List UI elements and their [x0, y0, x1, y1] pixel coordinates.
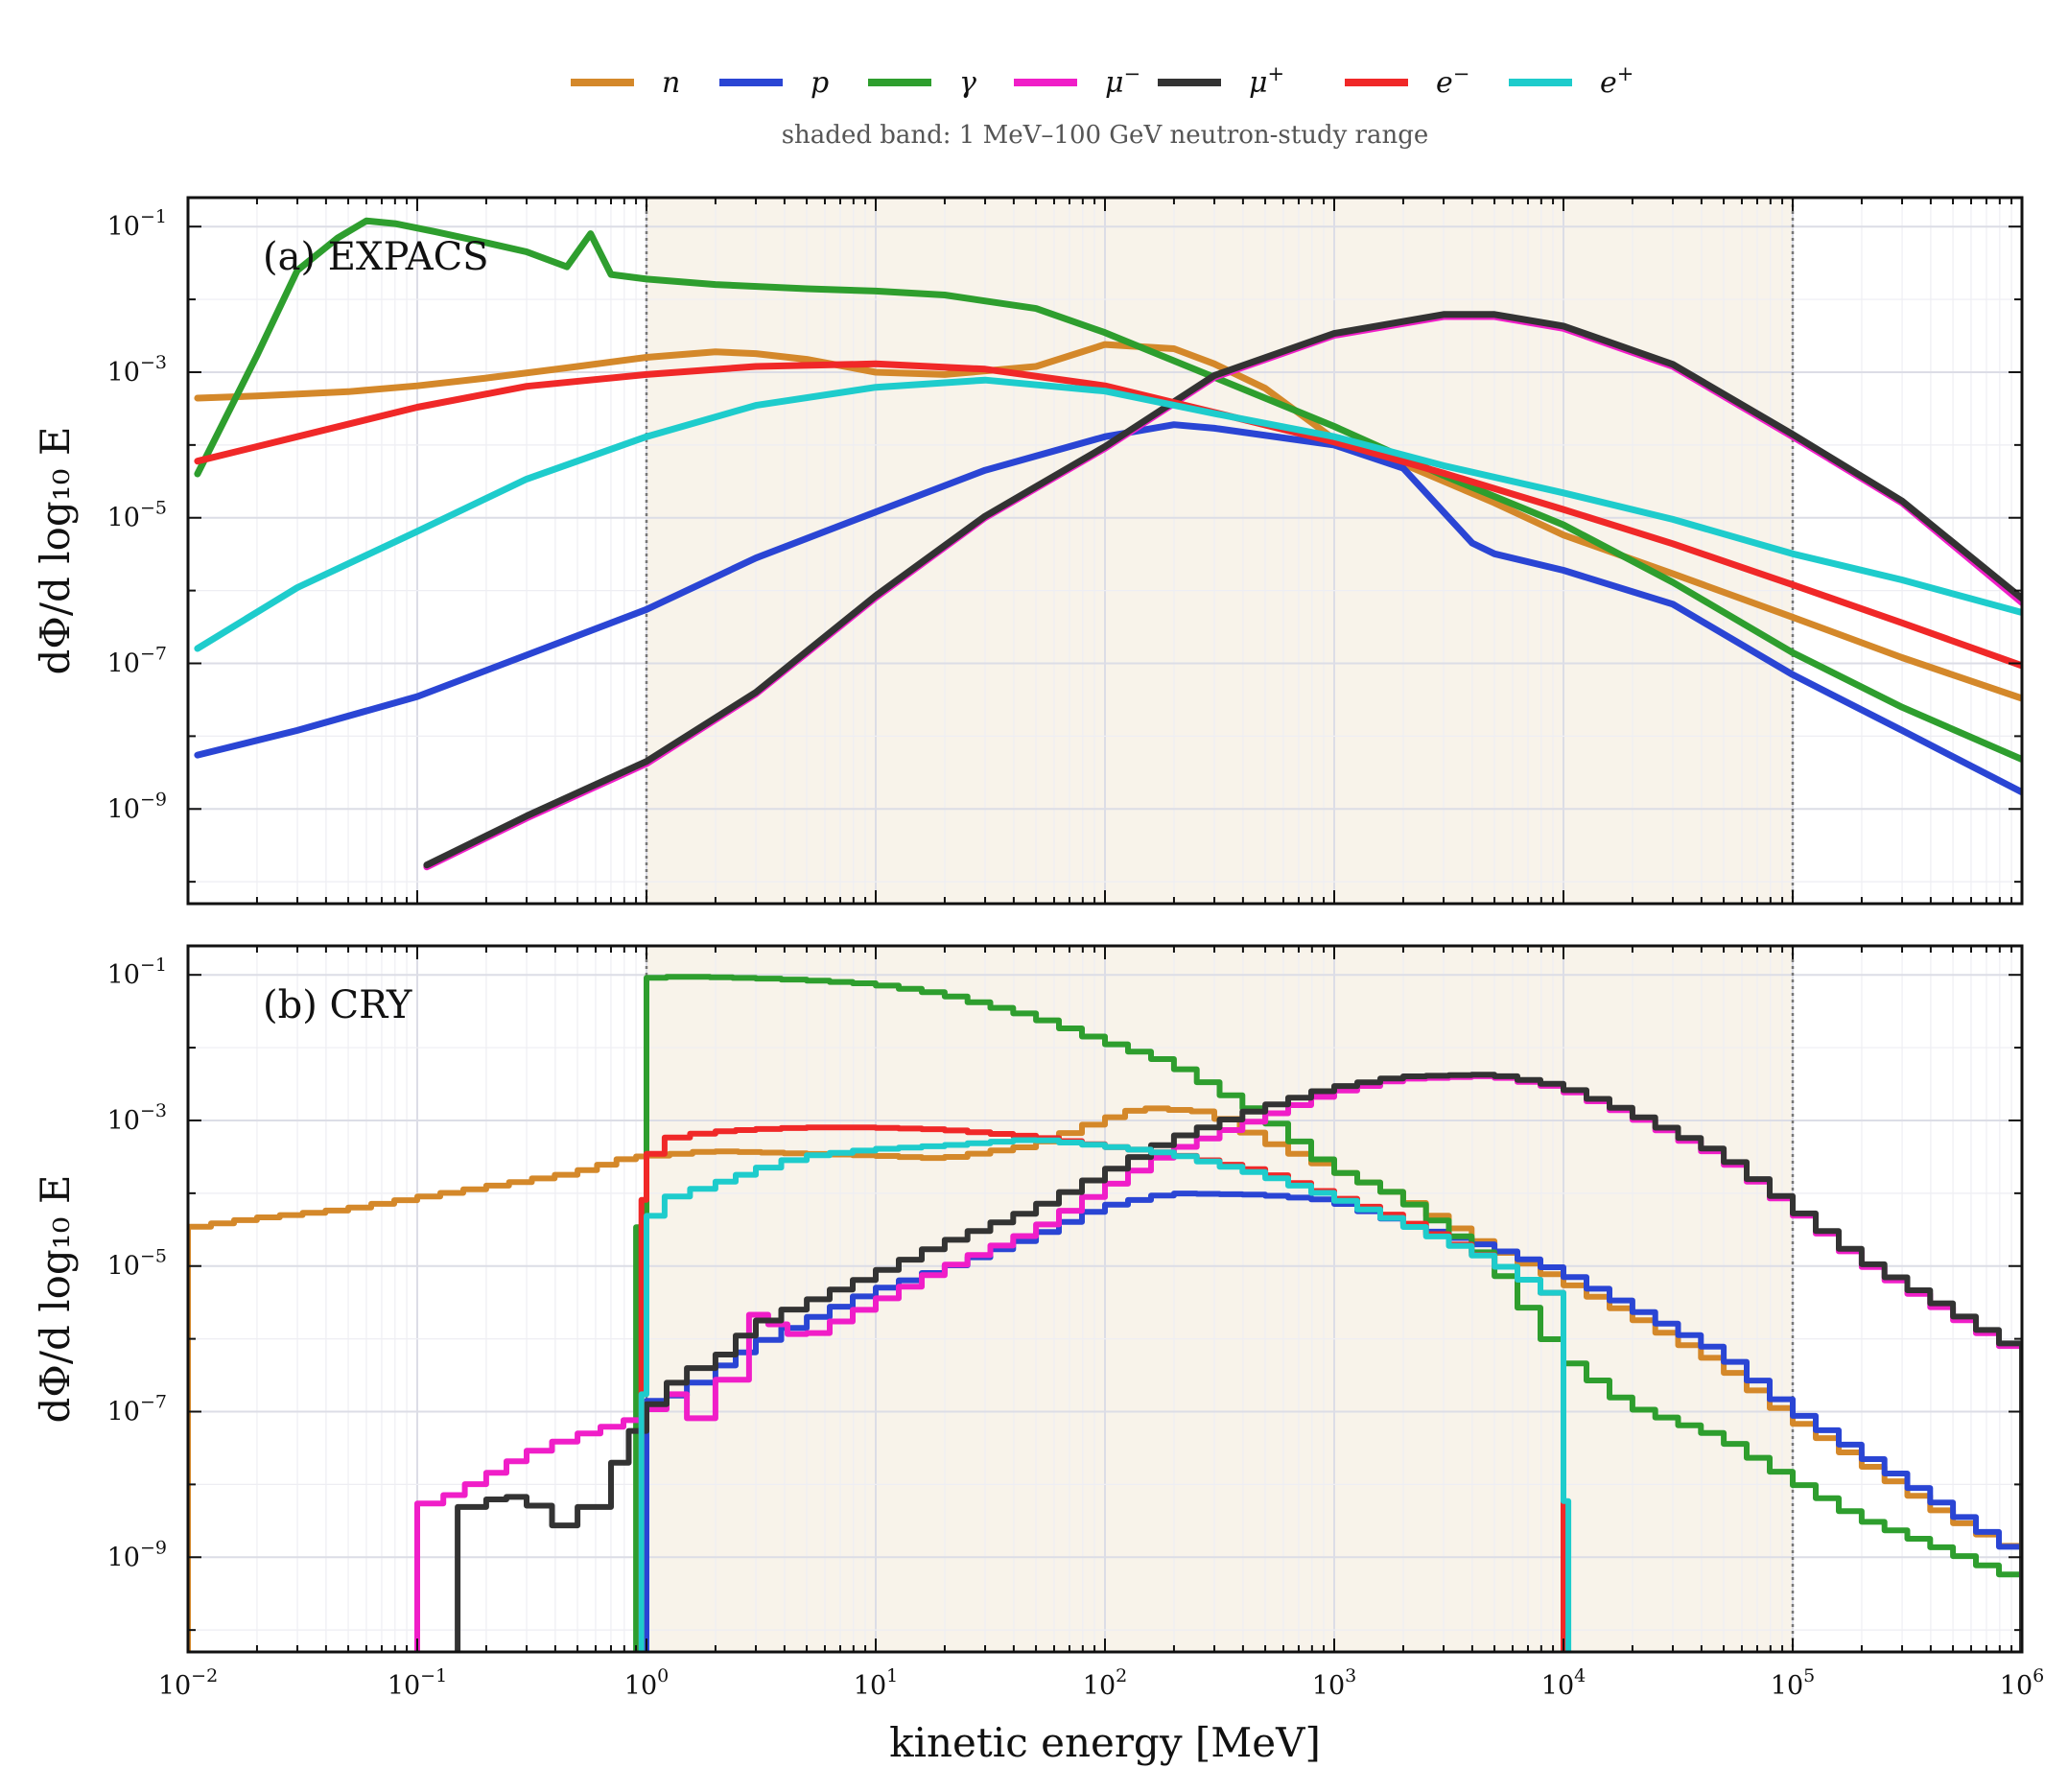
legend-label: n	[662, 66, 680, 100]
legend-label: μ−	[1105, 62, 1140, 100]
legend-label: p	[811, 66, 829, 100]
series-group	[188, 974, 2022, 1652]
series-line-mup	[423, 311, 2022, 869]
x-tick-label: 102	[1083, 1665, 1127, 1701]
x-tick-label: 104	[1541, 1665, 1586, 1701]
legend-item-em: e−	[1345, 62, 1469, 100]
series-line-g	[194, 217, 2022, 764]
y-tick-label: 10−7	[107, 644, 167, 679]
ticks	[187, 946, 2023, 1652]
series-line-p	[194, 421, 2022, 796]
series-line-ep	[194, 376, 2022, 652]
y-tick-label: 10−1	[107, 206, 167, 242]
panel-label: (a) EXPACS	[263, 235, 489, 279]
legend-label: e−	[1436, 62, 1469, 100]
y-tick-label: 10−5	[107, 498, 167, 533]
y-axis-title: dΦ/d log₁₀ E	[32, 1175, 79, 1424]
legend-label: μ+	[1249, 62, 1284, 100]
y-axis-title: dΦ/d log₁₀ E	[32, 427, 79, 675]
series-line-mup	[455, 1072, 2022, 1652]
legend-label: γ	[959, 66, 976, 100]
y-tick-label: 10−9	[107, 789, 167, 824]
panel-expacs: 10−1 10−3 10−5 10−7 10−9 (a) EXPACS dΦ/d log₁₀…	[32, 196, 2024, 906]
ticks	[187, 198, 2023, 904]
x-tick-label: 106	[2000, 1665, 2044, 1701]
panel-label: (b) CRY	[263, 983, 412, 1027]
y-tick-label: 10−5	[107, 1246, 167, 1282]
x-tick-label: 105	[1771, 1665, 1815, 1701]
shaded-band	[646, 198, 1793, 904]
x-tick-label: 100	[624, 1665, 669, 1701]
y-tick-label: 10−7	[107, 1392, 167, 1427]
legend-item-n: n	[571, 66, 680, 100]
x-tick-label: 10−1	[388, 1665, 447, 1701]
legend-label: e+	[1600, 62, 1633, 100]
legend-item-g: γ	[868, 66, 976, 100]
series-line-ep	[638, 1137, 1572, 1652]
legend: n p γ μ− μ+ e− e+	[571, 62, 1633, 100]
y-tick-label: 10−3	[107, 352, 167, 388]
y-tick-label: 10−1	[107, 955, 167, 990]
x-tick-label: 103	[1312, 1665, 1356, 1701]
series-line-g	[633, 974, 2022, 1652]
x-axis-title: kinetic energy [MeV]	[889, 1719, 1321, 1766]
legend-item-p: p	[719, 66, 829, 100]
grid	[188, 198, 2022, 904]
y-tick-label: 10−3	[107, 1100, 167, 1136]
series-line-n	[194, 341, 2022, 702]
panel-cry: 10−1 10−3 10−5 10−7 10−9 10−2 10−1 100 101 102 103…	[32, 944, 2044, 1701]
legend-item-mup: μ+	[1158, 62, 1284, 100]
x-tick-label: 101	[854, 1665, 898, 1701]
legend-item-mum: μ−	[1014, 62, 1140, 100]
series-group	[194, 217, 2022, 871]
legend-item-ep: e+	[1509, 62, 1633, 100]
x-tick-label: 10−2	[158, 1665, 218, 1701]
series-line-n	[188, 1105, 2022, 1652]
shaded-band-note: shaded band: 1 MeV–100 GeV neutron-study…	[782, 121, 1429, 150]
y-tick-label: 10−9	[107, 1537, 167, 1572]
series-line-em	[194, 360, 2022, 670]
